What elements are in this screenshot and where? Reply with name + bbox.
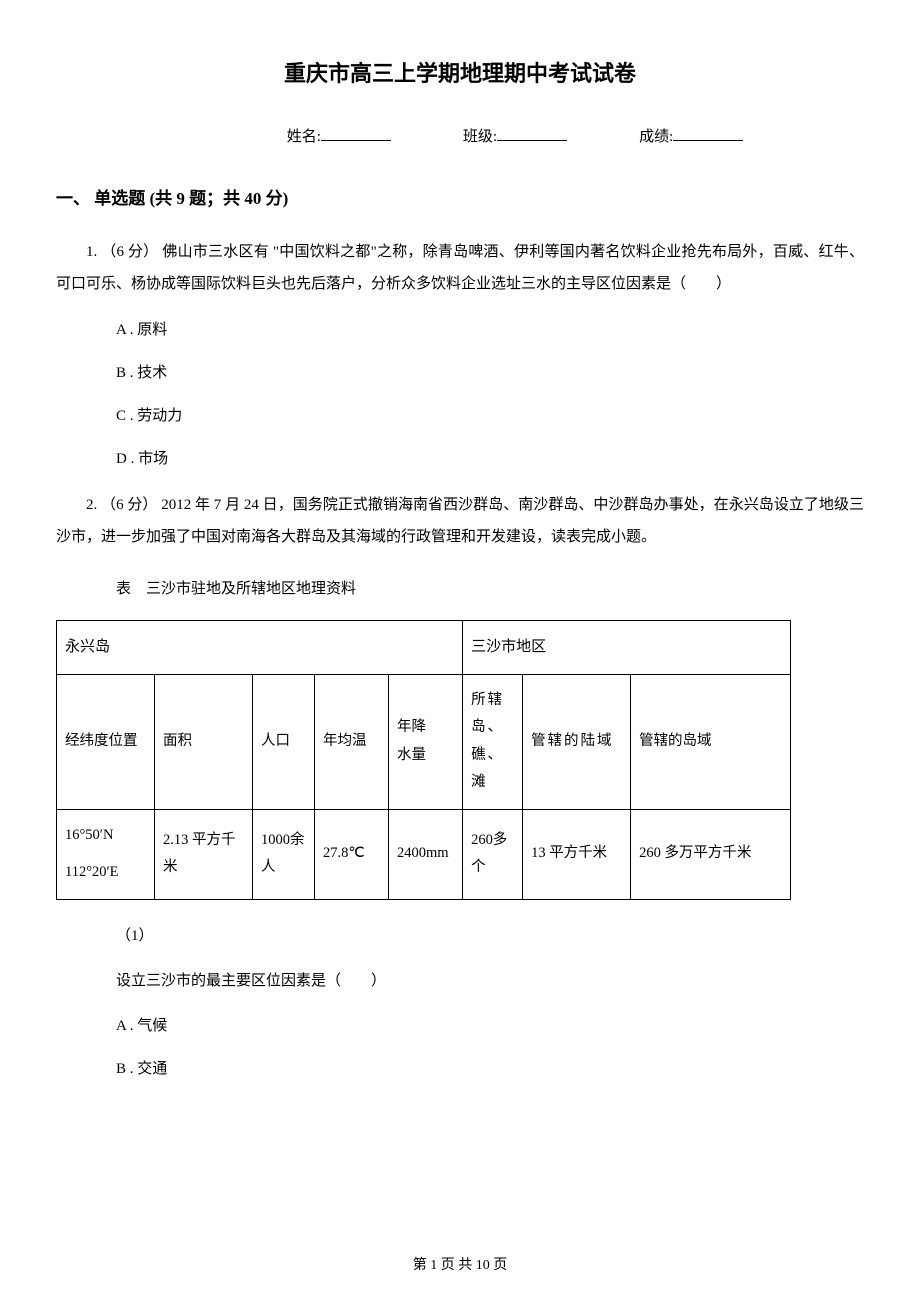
header-c6: 所辖岛、礁、滩: [463, 674, 523, 809]
cell-c4: 27.8℃: [315, 809, 389, 899]
header-c5-line1: 年降: [397, 714, 454, 742]
q1-option-d[interactable]: D . 市场: [56, 447, 864, 468]
group-header-2: 三沙市地区: [463, 621, 791, 675]
section-1-header: 一、 单选题 (共 9 题；共 40 分): [56, 184, 864, 209]
header-c1: 经纬度位置: [57, 674, 155, 809]
table-caption: 表 三沙市驻地及所辖地区地理资料: [56, 577, 864, 598]
name-field: 姓名:: [287, 124, 391, 146]
cell-c3: 1000余人: [253, 809, 315, 899]
cell-c5: 2400mm: [389, 809, 463, 899]
table-row: 16°50′N 112°20′E 2.13 平方千米 1000余人 27.8℃ …: [57, 809, 791, 899]
q1-prompt: 1. （6 分） 佛山市三水区有 "中国饮料之都"之称，除青岛啤酒、伊利等国内著…: [56, 237, 864, 300]
data-table: 永兴岛 三沙市地区 经纬度位置 面积 人口 年均温 年降 水量 所辖岛、礁、滩 …: [56, 620, 791, 900]
class-blank[interactable]: [497, 124, 567, 141]
table-row: 永兴岛 三沙市地区: [57, 621, 791, 675]
header-c5: 年降 水量: [389, 674, 463, 809]
q1-option-c[interactable]: C . 劳动力: [56, 404, 864, 425]
cell-c1-line2: 112°20′E: [65, 859, 146, 887]
cell-c1: 16°50′N 112°20′E: [57, 809, 155, 899]
class-label: 班级:: [463, 125, 497, 146]
header-c2: 面积: [155, 674, 253, 809]
score-label: 成绩:: [639, 125, 673, 146]
class-field: 班级:: [463, 124, 567, 146]
q2-sub1-option-a[interactable]: A . 气候: [56, 1014, 864, 1035]
q2-sub1-option-b[interactable]: B . 交通: [56, 1057, 864, 1078]
q2-sub1-number: （1）: [56, 924, 864, 945]
name-label: 姓名:: [287, 125, 321, 146]
cell-c6: 260多个: [463, 809, 523, 899]
header-c4: 年均温: [315, 674, 389, 809]
name-blank[interactable]: [321, 124, 391, 141]
header-c7: 管辖的陆域: [523, 674, 631, 809]
q1-option-b[interactable]: B . 技术: [56, 361, 864, 382]
cell-c7: 13 平方千米: [523, 809, 631, 899]
cell-c8: 260 多万平方千米: [631, 809, 791, 899]
group-header-1: 永兴岛: [57, 621, 463, 675]
header-c8: 管辖的岛域: [631, 674, 791, 809]
q2-sub1-text: 设立三沙市的最主要区位因素是（ ）: [56, 969, 864, 990]
header-c5-line2: 水量: [397, 742, 454, 770]
exam-title: 重庆市高三上学期地理期中考试试卷: [56, 56, 864, 88]
student-info-line: 姓名: 班级: 成绩:: [56, 124, 864, 146]
score-field: 成绩:: [639, 124, 743, 146]
table-row: 经纬度位置 面积 人口 年均温 年降 水量 所辖岛、礁、滩 管辖的陆域 管辖的岛…: [57, 674, 791, 809]
header-c3: 人口: [253, 674, 315, 809]
score-blank[interactable]: [673, 124, 743, 141]
q1-option-a[interactable]: A . 原料: [56, 318, 864, 339]
cell-c1-line1: 16°50′N: [65, 822, 146, 850]
cell-c2: 2.13 平方千米: [155, 809, 253, 899]
page-footer: 第 1 页 共 10 页: [0, 1254, 920, 1274]
q2-prompt: 2. （6 分） 2012 年 7 月 24 日，国务院正式撤销海南省西沙群岛、…: [56, 490, 864, 553]
